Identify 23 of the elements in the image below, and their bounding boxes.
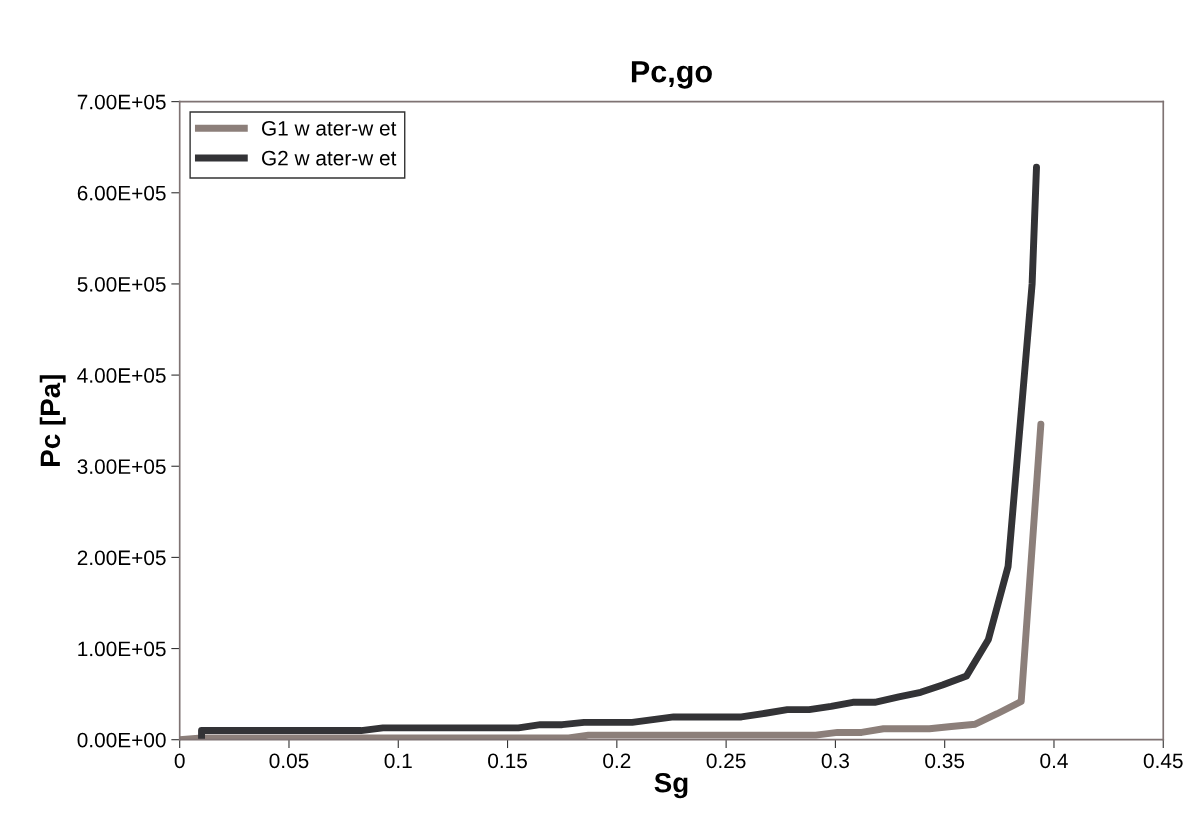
x-axis-title: Sg (654, 772, 688, 799)
legend-label: G2 w ater-w et (262, 150, 397, 166)
y-tick-label: 0.00E+00 (77, 732, 166, 748)
x-tick-label: 0.2 (603, 753, 631, 769)
x-tick-label: 0.35 (925, 753, 965, 769)
x-tick-label: 0.45 (1143, 753, 1183, 769)
legend-label: G1 w ater-w et (262, 120, 397, 136)
x-tick-label: 0.05 (269, 753, 309, 769)
x-tick-label: 0.4 (1040, 753, 1068, 769)
y-tick-label: 7.00E+05 (77, 94, 166, 110)
y-tick-label: 5.00E+05 (77, 276, 166, 292)
chart-title: Pc,go (631, 61, 712, 89)
y-tick-label: 2.00E+05 (77, 550, 166, 566)
x-tick-label: 0 (174, 753, 185, 769)
y-tick-label: 1.00E+05 (78, 641, 166, 657)
x-tick-label: 0.15 (488, 753, 527, 769)
y-tick-label: 4.00E+05 (77, 368, 166, 383)
x-tick-label: 0.3 (821, 753, 849, 769)
x-tick-label: 0.1 (384, 753, 412, 769)
y-tick-label: 3.00E+05 (77, 459, 166, 474)
y-tick-label: 6.00E+05 (77, 185, 166, 201)
x-tick-label: 0.25 (706, 753, 746, 769)
y-axis-title: Pc [Pa] (39, 375, 66, 466)
